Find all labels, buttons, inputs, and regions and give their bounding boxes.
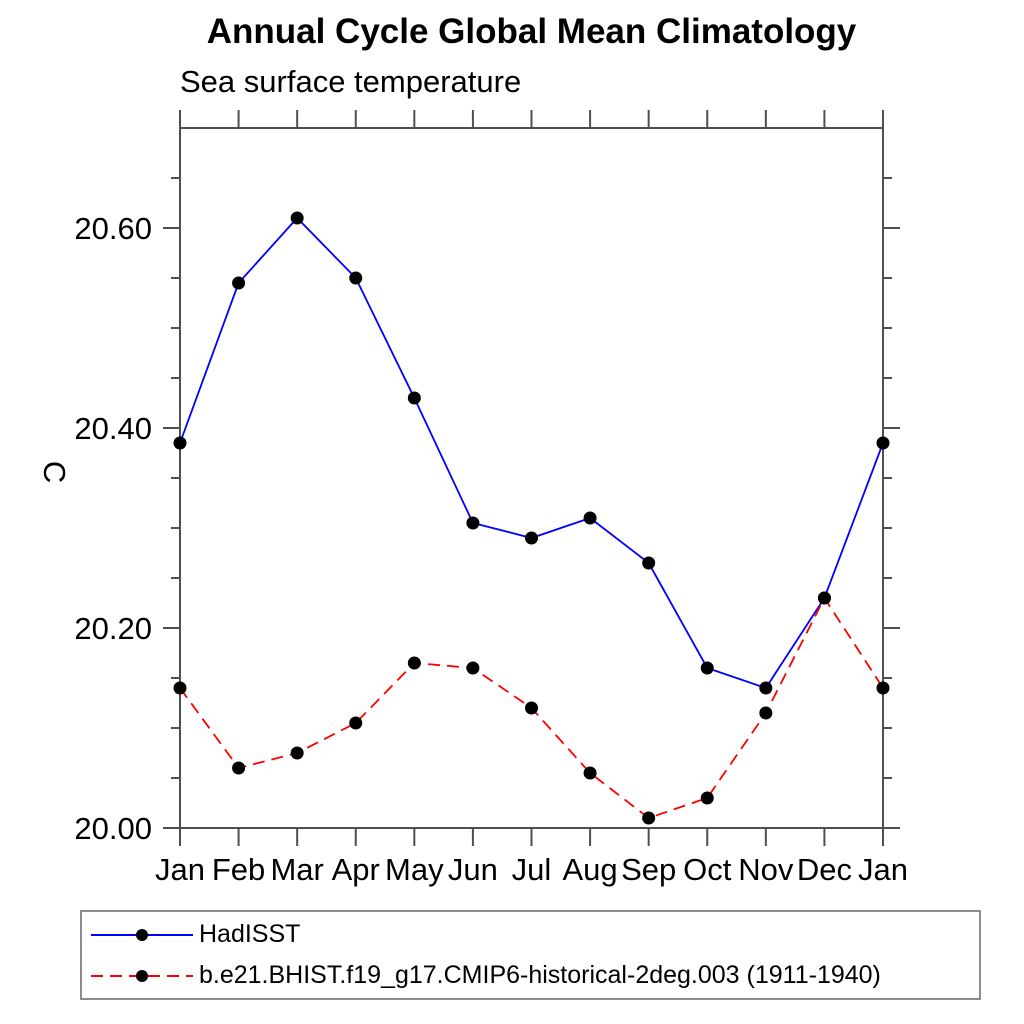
x-tick-label: Mar xyxy=(270,852,323,887)
legend-entry-model: b.e21.BHIST.f19_g17.CMIP6-historical-2de… xyxy=(82,956,979,996)
data-point-hadisst xyxy=(407,391,421,405)
data-point-model xyxy=(407,656,421,670)
chart-subtitle: Sea surface temperature xyxy=(180,64,522,99)
data-point-model xyxy=(642,811,656,825)
data-point-model xyxy=(876,681,890,695)
legend-sample-dashed-line xyxy=(91,969,193,982)
y-tick-label: 20.20 xyxy=(74,611,152,646)
data-point-hadisst xyxy=(349,271,363,285)
x-tick-label: Jan xyxy=(858,852,908,887)
data-point-model xyxy=(700,791,714,805)
data-point-model xyxy=(817,591,831,605)
data-point-model xyxy=(583,766,597,780)
data-point-model xyxy=(759,706,773,720)
data-point-model xyxy=(466,661,480,675)
x-tick-label: Aug xyxy=(562,852,617,887)
data-point-hadisst xyxy=(173,436,187,450)
x-tick-label: Dec xyxy=(797,852,852,887)
data-point-hadisst xyxy=(700,661,714,675)
legend-sample-solid-line xyxy=(91,928,193,941)
y-axis-unit-label: C xyxy=(37,461,72,483)
x-tick-label: Jun xyxy=(448,852,498,887)
x-tick-label: Nov xyxy=(738,852,794,887)
data-point-hadisst xyxy=(232,276,246,290)
legend-label-hadisst: HadISST xyxy=(199,920,301,948)
x-tick-label: Jan xyxy=(155,852,205,887)
data-point-model xyxy=(349,716,363,730)
y-tick-label: 20.40 xyxy=(74,411,152,446)
data-point-model xyxy=(525,701,538,715)
legend-label-model: b.e21.BHIST.f19_g17.CMIP6-historical-2de… xyxy=(199,961,881,989)
chart-title: Annual Cycle Global Mean Climatology xyxy=(206,12,857,51)
data-point-hadisst xyxy=(642,556,656,570)
data-point-model xyxy=(173,681,187,695)
data-point-hadisst xyxy=(466,516,480,530)
legend-marker-dot xyxy=(136,928,148,941)
x-tick-label: Jul xyxy=(512,852,552,887)
plot-frame xyxy=(179,127,884,829)
x-tick-label: Apr xyxy=(332,852,380,887)
data-point-hadisst xyxy=(876,436,890,450)
y-tick-label: 20.60 xyxy=(74,211,152,246)
data-point-hadisst xyxy=(290,211,304,225)
data-point-hadisst xyxy=(525,531,538,545)
x-tick-label: Oct xyxy=(683,852,732,887)
data-point-hadisst xyxy=(583,511,597,525)
data-point-model xyxy=(290,746,304,760)
legend-entry-hadisst: HadISST xyxy=(82,915,979,955)
x-tick-label: May xyxy=(385,852,444,887)
x-tick-label: Sep xyxy=(621,852,676,887)
data-point-hadisst xyxy=(759,681,773,695)
series-line-hadisst xyxy=(179,216,884,690)
data-point-model xyxy=(232,761,246,775)
x-tick-label: Feb xyxy=(212,852,265,887)
y-tick-label: 20.00 xyxy=(74,811,152,846)
legend-box: HadISST b.e21.BHIST.f19_g17.CMIP6-histor… xyxy=(80,910,981,1000)
legend-marker-dot xyxy=(136,969,148,982)
